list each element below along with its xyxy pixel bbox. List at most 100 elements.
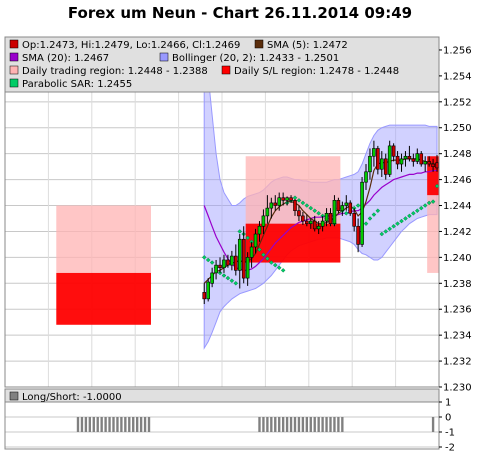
candle-body bbox=[376, 148, 380, 170]
sar-point bbox=[257, 247, 262, 252]
long-short-bar bbox=[285, 417, 289, 432]
candle-body bbox=[356, 225, 360, 245]
sar-point bbox=[229, 278, 235, 283]
long-short-bar bbox=[76, 417, 80, 432]
sar-point bbox=[415, 208, 420, 213]
sar-point bbox=[237, 229, 243, 234]
sar-point bbox=[205, 257, 211, 263]
long-short-bar bbox=[132, 417, 135, 432]
sar-point bbox=[225, 275, 231, 281]
candle-body bbox=[364, 171, 368, 183]
candle-body bbox=[206, 281, 210, 300]
sar-point bbox=[269, 260, 274, 265]
sub-y-tick-label: 0 bbox=[445, 413, 451, 424]
candle-body bbox=[360, 181, 364, 245]
sar-point bbox=[280, 268, 286, 273]
candle-body bbox=[261, 215, 266, 227]
long-short-bar bbox=[120, 417, 123, 432]
sar-point bbox=[379, 231, 385, 237]
legend-sma20-text: SMA (20): 1.2467 bbox=[22, 53, 109, 64]
long-short-bar bbox=[333, 417, 336, 432]
long-short-bar bbox=[100, 417, 103, 432]
sar-point bbox=[276, 265, 282, 271]
legend-entry-ohlc: Op:1.2473, Hi:1.2479, Lo:1.2466, Cl:1.24… bbox=[9, 39, 240, 51]
sar-point bbox=[371, 212, 377, 217]
sl-region-swatch bbox=[221, 65, 231, 75]
legend-sl-region-text: Daily S/L region: 1.2478 - 1.2448 bbox=[234, 66, 399, 77]
candle-body bbox=[293, 200, 297, 212]
long-short-bar bbox=[289, 417, 293, 432]
long-short-bar bbox=[281, 417, 285, 432]
long-short-bar bbox=[128, 417, 131, 432]
candle-body bbox=[383, 158, 388, 175]
candle-body bbox=[328, 212, 333, 224]
long-short-bar bbox=[84, 417, 88, 432]
sub-y-tick-label: -2 bbox=[445, 443, 455, 454]
sma5-swatch bbox=[254, 39, 264, 49]
sar-point bbox=[296, 198, 302, 203]
legend-entry-sl-region: Daily S/L region: 1.2478 - 1.2448 bbox=[221, 65, 399, 77]
legend-sar-text: Parabolic SAR: 1.2455 bbox=[22, 79, 132, 90]
long-short-bar bbox=[325, 417, 328, 432]
long-short-bar bbox=[278, 417, 281, 432]
y-tick-label: 1.252 bbox=[443, 97, 472, 108]
sar-point bbox=[233, 281, 239, 286]
candle-body bbox=[218, 264, 222, 269]
legend-sma5-text: SMA (5): 1.2472 bbox=[267, 40, 348, 51]
candles bbox=[202, 140, 439, 305]
candle-body bbox=[312, 220, 317, 230]
sar-point bbox=[221, 273, 227, 278]
candle-body bbox=[234, 255, 238, 271]
ohlc-swatch bbox=[9, 39, 19, 49]
sar-point bbox=[418, 205, 424, 211]
sar-point bbox=[209, 260, 215, 265]
candle-body bbox=[372, 148, 376, 157]
candle-body bbox=[435, 162, 439, 169]
long-short-bar bbox=[80, 417, 84, 432]
long-short-bars bbox=[76, 417, 435, 432]
long-short-bar bbox=[329, 417, 332, 432]
y-tick-label: 1.230 bbox=[443, 383, 472, 394]
sma20-swatch bbox=[9, 52, 19, 62]
candle-body bbox=[265, 207, 270, 217]
candle-body bbox=[403, 155, 408, 160]
candle-body bbox=[241, 238, 246, 279]
sar-point bbox=[411, 211, 416, 216]
candle-body bbox=[273, 202, 278, 206]
long-short-bar bbox=[88, 417, 92, 432]
y-tick-label: 1.244 bbox=[443, 201, 472, 212]
legend-trading-region-text: Daily trading region: 1.2448 - 1.2388 bbox=[22, 66, 208, 77]
candle-body bbox=[277, 197, 282, 206]
trading-region-0 bbox=[56, 205, 151, 273]
legend-ohlc-text: Op:1.2473, Hi:1.2479, Lo:1.2466, Cl:1.24… bbox=[22, 40, 240, 51]
y-tick-label: 1.238 bbox=[443, 279, 472, 290]
sub-y-tick-label: 1 bbox=[445, 398, 451, 409]
sar-point bbox=[363, 221, 369, 226]
long-short-bar bbox=[258, 417, 261, 432]
candle-body bbox=[352, 212, 356, 227]
sar-point bbox=[304, 203, 310, 208]
long-short-bar bbox=[135, 417, 139, 432]
sar-point bbox=[426, 200, 432, 206]
long-short-bar bbox=[104, 417, 107, 432]
long-short-bar bbox=[274, 417, 277, 432]
sar-point bbox=[300, 200, 306, 206]
candle-body bbox=[431, 163, 435, 167]
long-short-bar bbox=[147, 417, 151, 432]
daily-regions bbox=[56, 156, 439, 325]
long-short-bar bbox=[317, 417, 320, 432]
candle-body bbox=[332, 200, 337, 224]
long-short-bar bbox=[301, 417, 305, 432]
legend-entry-trading-region: Daily trading region: 1.2448 - 1.2388 bbox=[9, 65, 208, 77]
candle-body bbox=[297, 210, 301, 217]
sar-point bbox=[343, 211, 349, 216]
candle-body bbox=[391, 145, 396, 157]
candle-body bbox=[320, 220, 325, 227]
candle-body bbox=[210, 272, 214, 284]
long-short-label: Long/Short: -1.0000 bbox=[22, 392, 122, 403]
candle-body bbox=[269, 202, 274, 209]
sar-point bbox=[434, 183, 440, 189]
candle-body bbox=[253, 233, 258, 248]
candle-body bbox=[281, 197, 285, 201]
long-short-bar bbox=[309, 417, 312, 432]
